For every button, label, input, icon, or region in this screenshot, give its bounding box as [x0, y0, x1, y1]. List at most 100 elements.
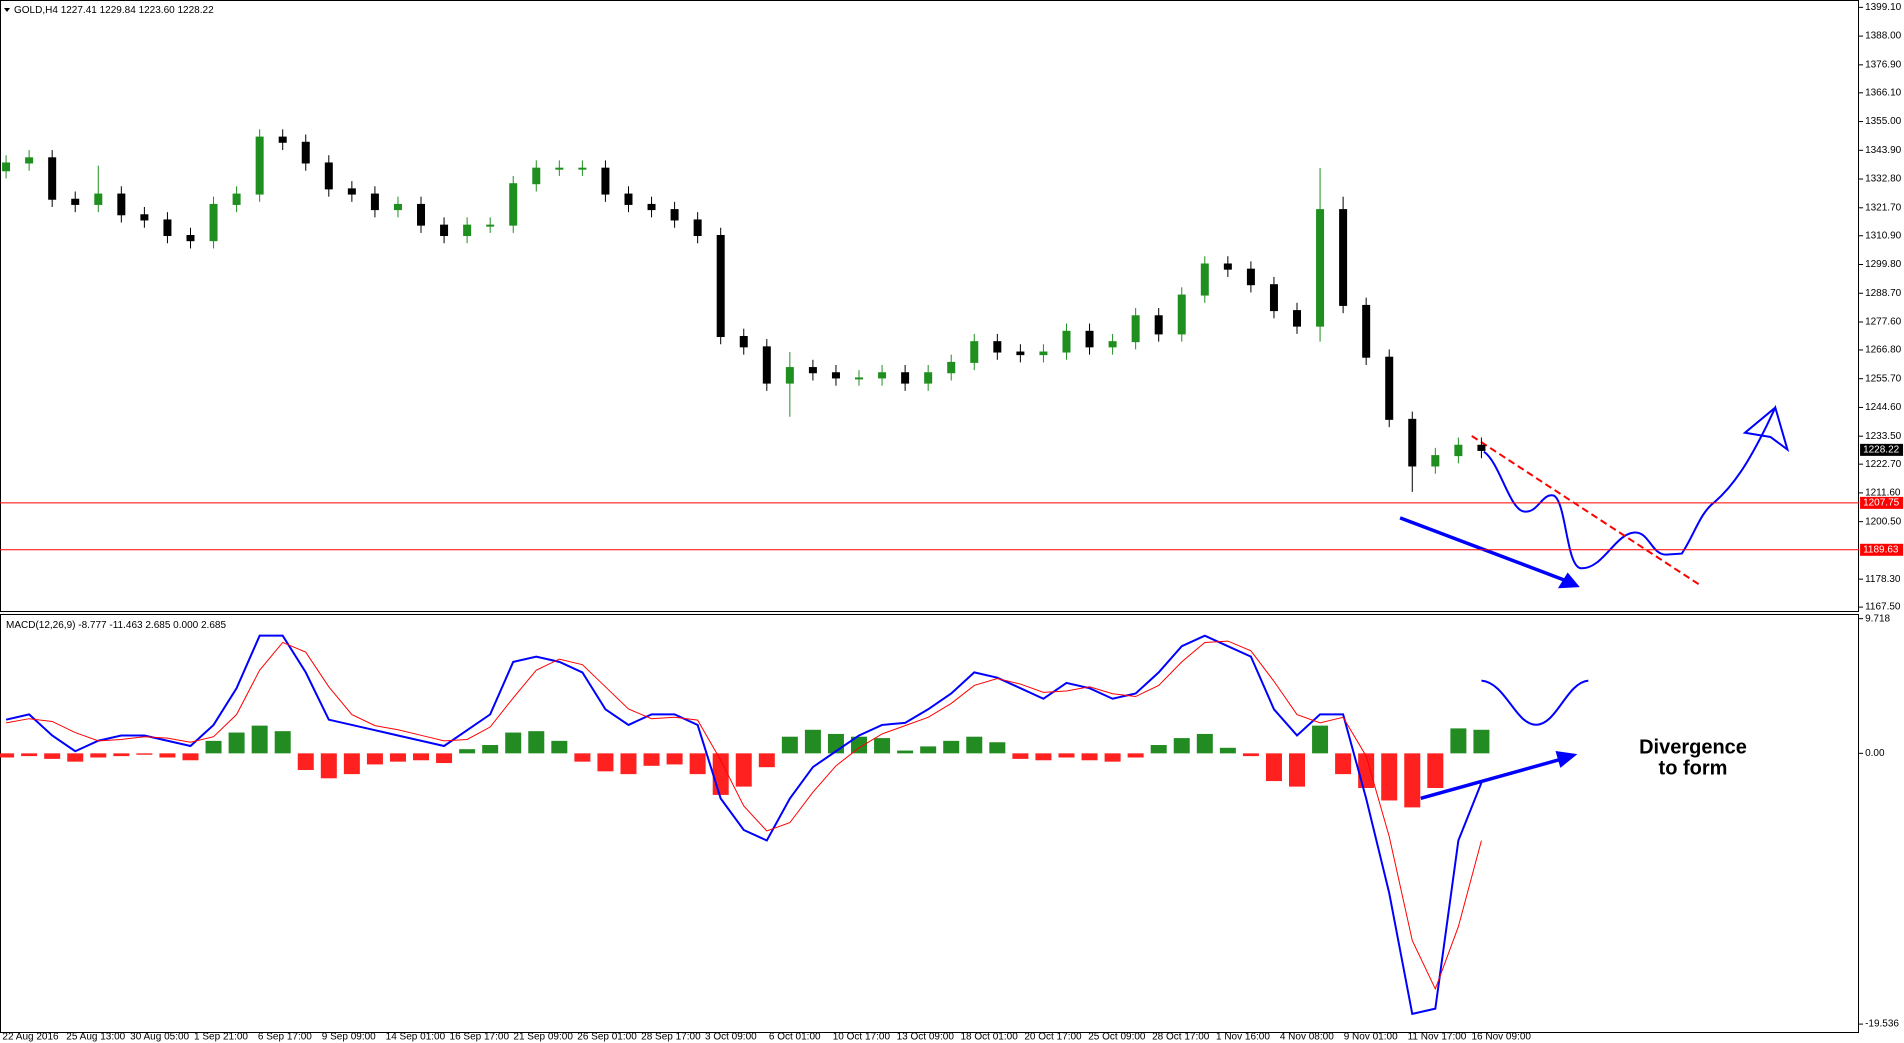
candle-body — [1108, 341, 1117, 348]
x-tick-label: 16 Sep 17:00 — [450, 1032, 510, 1043]
candle-body — [601, 167, 610, 195]
macd-value: 2.685 — [145, 620, 170, 631]
candle-body — [417, 203, 426, 226]
y-tick-label: 1233.50 — [1865, 431, 1902, 442]
candle-body — [440, 224, 449, 236]
candle-body — [1200, 263, 1209, 296]
y-tick-label: 1366.10 — [1865, 87, 1902, 98]
y-tick-label: 0.00 — [1865, 748, 1885, 759]
candle-body — [1039, 351, 1048, 356]
histogram-bar — [1127, 753, 1144, 758]
candle-body — [1223, 263, 1232, 270]
histogram-bar — [920, 746, 937, 754]
arrow — [1421, 758, 1564, 798]
candle-body — [1316, 209, 1325, 327]
histogram-bar — [0, 753, 15, 758]
y-tick-label: 1266.80 — [1865, 345, 1902, 356]
candle-body — [393, 203, 402, 211]
candle-body — [970, 341, 979, 363]
y-tick-label: -19.536 — [1865, 1019, 1899, 1030]
x-tick-label: 6 Oct 01:00 — [769, 1032, 821, 1043]
x-tick-label: 9 Nov 01:00 — [1344, 1032, 1398, 1043]
histogram-bar — [620, 753, 637, 775]
annotation: to form — [1659, 757, 1728, 779]
candle-body — [186, 234, 195, 242]
x-tick-label: 25 Oct 09:00 — [1088, 1032, 1146, 1043]
last-price-box — [1860, 443, 1904, 456]
histogram-bar — [851, 736, 868, 754]
candle-body — [578, 167, 587, 170]
histogram-bar — [528, 731, 545, 754]
x-tick-label: 11 Nov 17:00 — [1408, 1032, 1467, 1043]
histogram-bar — [1289, 753, 1306, 787]
histogram-bar — [551, 740, 568, 754]
histogram-bar — [804, 729, 821, 754]
histogram-bar — [643, 753, 660, 766]
histogram-bar — [1473, 729, 1490, 754]
candle-body — [532, 167, 541, 185]
candle-body — [71, 198, 80, 205]
trend-line — [1472, 436, 1700, 585]
histogram-bar — [989, 742, 1006, 754]
x-tick-label: 13 Oct 09:00 — [897, 1032, 955, 1043]
y-tick-label: 1399.10 — [1865, 2, 1902, 13]
histogram-bar — [1312, 725, 1329, 754]
macd-line — [5, 640, 1482, 991]
macd-header: MACD(12,26,9) -8.777 -11.463 2.685 0.000… — [6, 620, 226, 631]
menu-icon — [4, 8, 10, 12]
candle-body — [347, 188, 356, 195]
x-tick-label: 14 Sep 01:00 — [386, 1032, 446, 1043]
x-tick-label: 4 Nov 08:00 — [1280, 1032, 1334, 1043]
arrow-head — [1557, 572, 1580, 589]
x-tick-label: 26 Sep 01:00 — [577, 1032, 637, 1043]
y-tick-label: 1222.70 — [1865, 459, 1902, 470]
histogram-bar — [389, 753, 406, 762]
y-tick-label: 1178.30 — [1865, 574, 1901, 585]
candle-body — [901, 372, 910, 384]
histogram-bar — [182, 753, 199, 761]
candle-body — [1016, 351, 1025, 356]
y-tick-label: 1200.50 — [1865, 516, 1902, 527]
candle-body — [1385, 356, 1394, 420]
histogram-bar — [459, 749, 476, 754]
y-tick-label: 1376.90 — [1865, 59, 1902, 70]
histogram-bar — [1035, 753, 1052, 761]
histogram-bar — [1265, 753, 1282, 782]
candle-body — [1131, 315, 1140, 343]
histogram-bar — [597, 753, 614, 772]
y-tick-label: 1332.80 — [1865, 174, 1902, 185]
histogram-bar — [1450, 728, 1467, 754]
candle-body — [1408, 418, 1417, 467]
histogram-bar — [874, 738, 891, 754]
histogram-bar — [21, 753, 38, 757]
candle-body — [25, 157, 34, 164]
candle-body — [232, 193, 241, 205]
x-tick-label: 20 Oct 17:00 — [1024, 1032, 1082, 1043]
candle-body — [1154, 315, 1163, 335]
candle-body — [209, 203, 218, 242]
candle-body — [463, 224, 472, 236]
y-tick-label: 1277.60 — [1865, 317, 1902, 328]
x-tick-label: 28 Oct 17:00 — [1152, 1032, 1210, 1043]
histogram-bar — [966, 736, 983, 754]
y-tick-label: 1167.50 — [1865, 602, 1901, 613]
histogram-bar — [897, 750, 914, 754]
histogram-bar — [320, 753, 337, 779]
histogram-bar — [781, 736, 798, 754]
candle-body — [739, 335, 748, 348]
candle-body — [48, 157, 57, 200]
histogram-bar — [274, 731, 291, 754]
candle-body — [831, 372, 840, 379]
x-tick-label: 9 Sep 09:00 — [322, 1032, 376, 1043]
candle-body — [324, 162, 333, 190]
histogram-bar — [735, 753, 752, 787]
histogram-bar — [136, 753, 153, 755]
candle-body — [2, 162, 11, 172]
x-tick-label: 1 Nov 16:00 — [1216, 1032, 1270, 1043]
level-label: 1189.63 — [1863, 544, 1899, 555]
y-tick-label: 1255.70 — [1865, 373, 1902, 384]
candle-body — [555, 167, 564, 170]
x-tick-label: 22 Aug 2016 — [2, 1032, 59, 1043]
last-price-label: 1228.22 — [1863, 445, 1900, 456]
